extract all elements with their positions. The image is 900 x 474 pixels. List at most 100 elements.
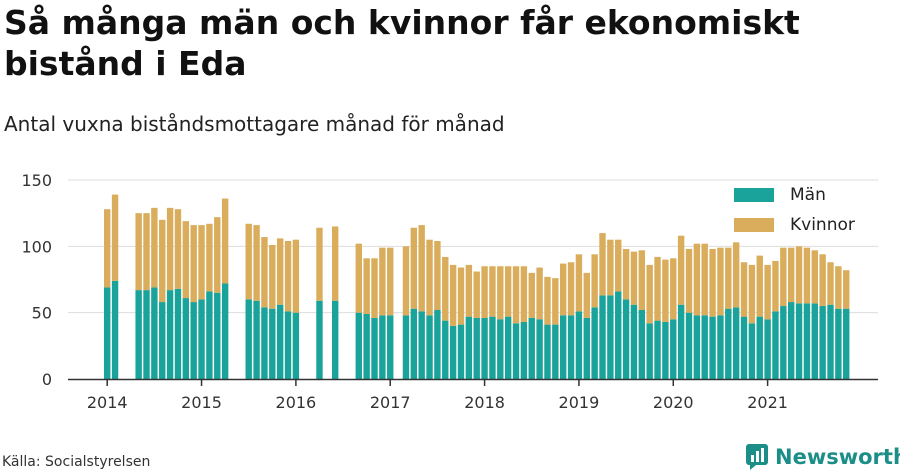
bar-women-2015-08 (253, 225, 260, 301)
bar-men-2018-12 (567, 315, 575, 379)
bar-women-2021-04 (787, 247, 795, 303)
bar-men-2018-11 (559, 315, 567, 379)
bar-men-2016-11 (371, 317, 378, 379)
bar-women-2018-05 (512, 266, 520, 324)
bar-women-2021-08 (819, 254, 826, 307)
bar-men-2017-08 (442, 320, 449, 379)
bar-men-2014-05 (135, 290, 142, 379)
bar-women-2014-01 (104, 209, 111, 288)
bar-women-2014-10 (174, 209, 182, 289)
bar-women-2018-03 (497, 266, 504, 320)
bar-women-2015-01 (198, 225, 205, 300)
bar-women-2019-11 (654, 256, 661, 321)
bar-men-2020-08 (725, 308, 732, 379)
bar-women-2015-03 (214, 217, 221, 293)
bar-men-2017-03 (402, 315, 410, 379)
bar-men-2015-12 (284, 311, 292, 379)
bar-men-2016-04 (316, 300, 323, 379)
bar-women-2019-05 (607, 239, 614, 296)
bar-men-2018-05 (512, 323, 520, 379)
bar-women-2016-11 (371, 258, 378, 318)
bar-women-2015-11 (276, 238, 284, 305)
bar-men-2014-10 (174, 288, 182, 379)
chart-subtitle: Antal vuxna biståndsmottagare månad för … (4, 112, 505, 136)
chart-title: Så många män och kvinnor får ekonomiskt … (4, 3, 800, 83)
bar-women-2016-01 (292, 239, 300, 313)
bar-women-2020-09 (732, 242, 740, 308)
brand-logo-block[interactable]: Newsworthy (745, 443, 900, 471)
bar-women-2017-12 (473, 271, 480, 318)
bar-women-2020-02 (677, 235, 685, 305)
bar-men-2019-06 (615, 291, 622, 379)
bar-men-2014-07 (151, 287, 158, 379)
bar-women-2018-04 (504, 266, 512, 317)
bar-men-2020-01 (670, 319, 677, 379)
x-tick-label-2021: 2021 (747, 393, 788, 412)
bar-men-2019-05 (607, 295, 614, 379)
bar-women-2021-06 (803, 247, 811, 304)
legend-item-men: Män (734, 185, 864, 205)
legend-label-women: Kvinnor (790, 215, 855, 235)
bar-women-2015-04 (221, 198, 229, 284)
bar-men-2020-12 (756, 316, 763, 379)
bar-women-2017-01 (387, 247, 394, 316)
bar-women-2020-12 (756, 255, 763, 317)
bar-women-2017-05 (418, 225, 425, 312)
bar-women-2017-09 (449, 264, 457, 326)
bar-men-2016-06 (331, 300, 339, 379)
bar-men-2017-07 (434, 310, 441, 379)
bar-men-2021-06 (803, 303, 811, 379)
bar-women-2021-10 (835, 266, 842, 309)
source-note: Källa: Socialstyrelsen (2, 454, 151, 470)
brand-name: Newsworthy (775, 445, 900, 469)
x-tick-label-2020: 2020 (653, 393, 694, 412)
bar-women-2018-08 (536, 267, 543, 320)
bar-men-2021-03 (780, 306, 787, 379)
bar-men-2017-04 (410, 308, 418, 379)
bar-men-2019-03 (591, 307, 598, 379)
bar-men-2017-06 (426, 315, 433, 379)
bar-women-2014-11 (182, 221, 190, 299)
bar-women-2020-04 (693, 243, 701, 316)
newsworthy-logo-icon (746, 444, 768, 470)
bar-men-2021-07 (811, 303, 818, 379)
bar-women-2018-07 (528, 272, 535, 318)
bar-women-2021-02 (772, 260, 779, 312)
legend-label-men: Män (790, 185, 826, 205)
bar-men-2018-09 (544, 324, 551, 379)
bar-men-2018-06 (520, 321, 528, 379)
bar-men-2014-12 (190, 302, 197, 379)
y-tick-label-0: 0 (42, 370, 52, 389)
bar-men-2017-01 (387, 315, 394, 379)
bar-men-2019-01 (575, 311, 583, 379)
bar-men-2015-02 (206, 291, 213, 379)
bar-women-2020-05 (701, 243, 708, 316)
bar-women-2016-04 (316, 227, 323, 301)
bar-women-2019-01 (575, 254, 583, 312)
bar-men-2018-07 (528, 317, 535, 379)
bar-women-2020-07 (717, 247, 724, 316)
bar-women-2014-05 (135, 213, 142, 291)
bar-women-2015-10 (269, 245, 276, 309)
y-tick-label-150: 150 (21, 171, 52, 190)
bar-men-2019-07 (622, 299, 630, 379)
bar-women-2019-03 (591, 254, 598, 308)
bar-men-2015-07 (245, 299, 252, 379)
bar-women-2020-11 (748, 264, 756, 324)
bar-men-2020-02 (677, 304, 685, 379)
bar-men-2018-04 (504, 316, 512, 379)
bar-women-2020-01 (670, 258, 677, 320)
bar-women-2021-09 (827, 262, 834, 305)
bar-women-2021-11 (843, 270, 850, 309)
y-tick-label-50: 50 (32, 304, 52, 323)
bar-women-2015-12 (284, 241, 292, 312)
bar-men-2017-09 (449, 325, 457, 379)
bar-men-2020-03 (685, 312, 693, 379)
bar-men-2020-04 (693, 315, 701, 379)
bar-men-2015-03 (214, 292, 221, 379)
bar-women-2021-05 (795, 246, 803, 304)
bar-men-2020-05 (701, 315, 708, 379)
legend: Män Kvinnor (734, 185, 864, 246)
bar-men-2014-01 (104, 287, 111, 379)
bar-men-2019-10 (646, 323, 653, 379)
